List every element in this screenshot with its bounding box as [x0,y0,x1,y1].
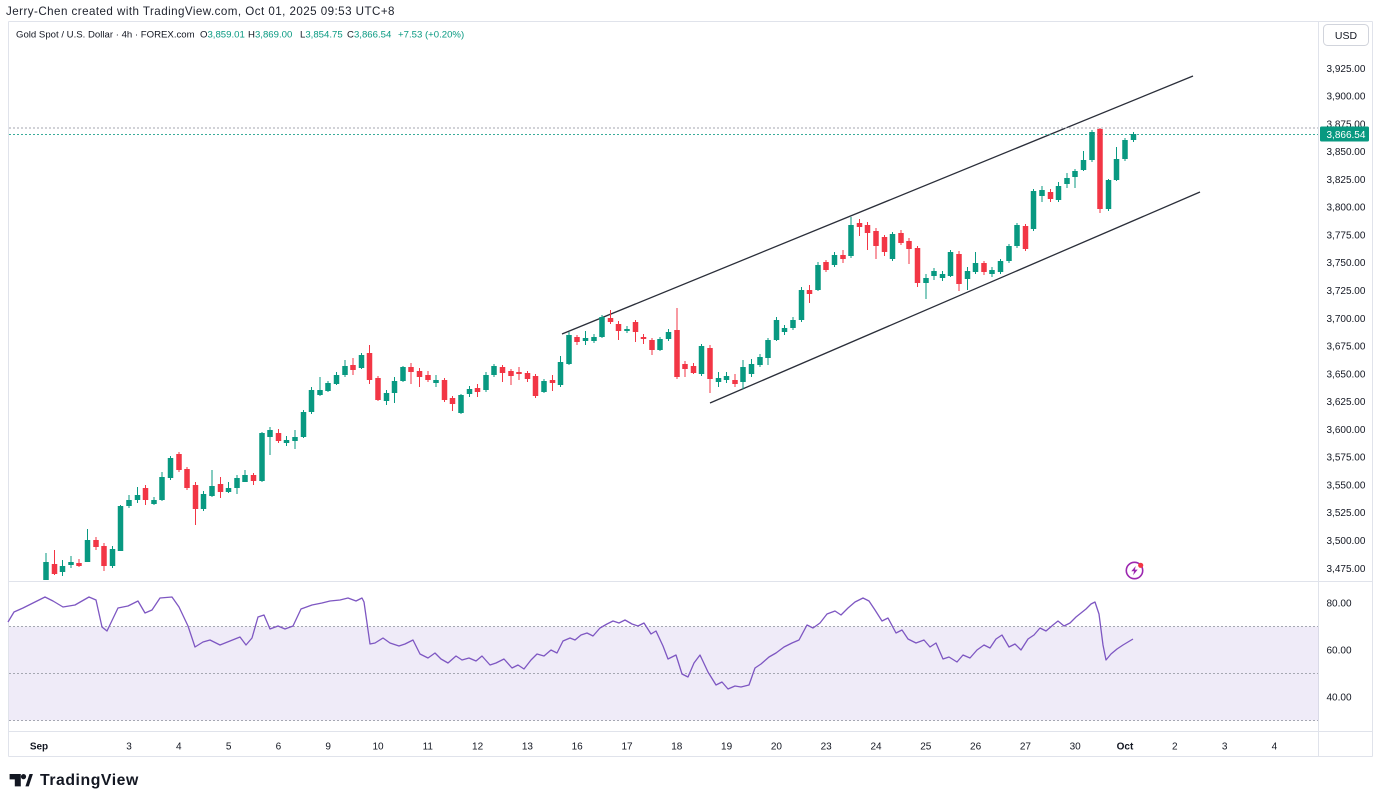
svg-text:3: 3 [1222,742,1228,753]
svg-text:17: 17 [621,742,633,753]
svg-text:5: 5 [226,742,232,753]
svg-text:3,866.54: 3,866.54 [1327,130,1366,141]
svg-text:3,600.00: 3,600.00 [1327,425,1366,436]
svg-text:3,775.00: 3,775.00 [1327,231,1366,242]
svg-text:9: 9 [325,742,331,753]
svg-text:10: 10 [372,742,384,753]
svg-text:3,825.00: 3,825.00 [1327,175,1366,186]
svg-text:40.00: 40.00 [1327,693,1352,704]
svg-text:6: 6 [276,742,282,753]
svg-text:USD: USD [1335,30,1358,42]
svg-text:2: 2 [1172,742,1178,753]
svg-text:3,850.00: 3,850.00 [1327,147,1366,158]
svg-text:26: 26 [970,742,982,753]
svg-text:TradingView: TradingView [40,772,139,789]
svg-text:19: 19 [721,742,733,753]
svg-text:3,650.00: 3,650.00 [1327,369,1366,380]
svg-text:Jerry-Chen created with Tradin: Jerry-Chen created with TradingView.com,… [6,5,395,18]
svg-text:4: 4 [1272,742,1278,753]
svg-text:3,475.00: 3,475.00 [1327,564,1366,575]
svg-text:23: 23 [821,742,833,753]
svg-text:18: 18 [671,742,683,753]
svg-text:20: 20 [771,742,783,753]
svg-text:3,525.00: 3,525.00 [1327,508,1366,519]
svg-text:11: 11 [423,742,434,753]
svg-text:3,625.00: 3,625.00 [1327,397,1366,408]
svg-text:3,900.00: 3,900.00 [1327,92,1366,103]
svg-text:3,875.00: 3,875.00 [1327,119,1366,130]
svg-text:Oct: Oct [1117,742,1134,753]
svg-text:3,575.00: 3,575.00 [1327,453,1366,464]
svg-text:3,800.00: 3,800.00 [1327,203,1366,214]
svg-text:3,675.00: 3,675.00 [1327,342,1366,353]
svg-text:3: 3 [126,742,132,753]
svg-text:3,925.00: 3,925.00 [1327,64,1366,75]
svg-text:16: 16 [572,742,584,753]
svg-text:3,750.00: 3,750.00 [1327,258,1366,269]
svg-text:3,725.00: 3,725.00 [1327,286,1366,297]
svg-text:3,550.00: 3,550.00 [1327,481,1366,492]
svg-text:60.00: 60.00 [1327,645,1352,656]
svg-text:13: 13 [522,742,534,753]
svg-text:24: 24 [870,742,882,753]
svg-text:80.00: 80.00 [1327,599,1352,610]
svg-text:27: 27 [1020,742,1032,753]
svg-text:3,700.00: 3,700.00 [1327,314,1366,325]
svg-text:25: 25 [920,742,932,753]
svg-text:Sep: Sep [30,742,48,753]
svg-text:3,500.00: 3,500.00 [1327,536,1366,547]
svg-text:4: 4 [176,742,182,753]
svg-text:Gold Spot / U.S. Dollar · 4h ·: Gold Spot / U.S. Dollar · 4h · FOREX.com… [16,29,464,40]
svg-text:30: 30 [1070,742,1082,753]
svg-text:12: 12 [472,742,484,753]
